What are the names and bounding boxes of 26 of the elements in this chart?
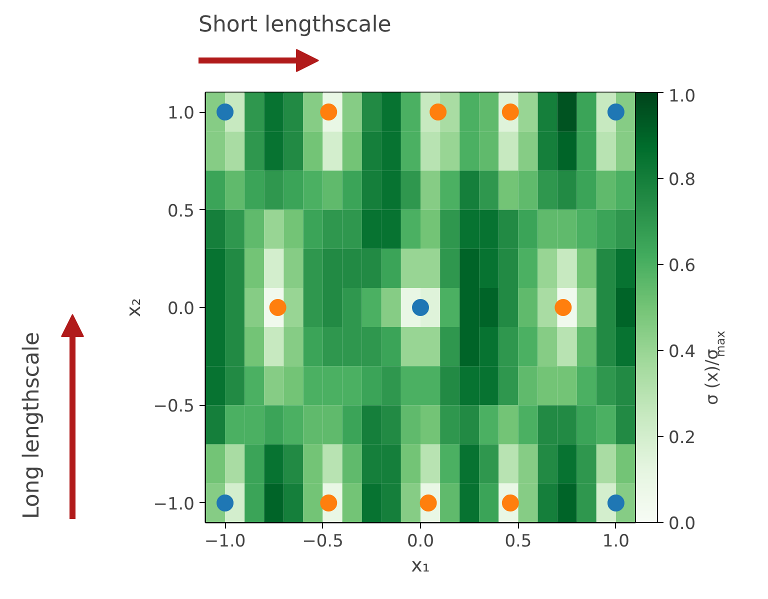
x-tick-label: −1.0 [204, 532, 246, 552]
point [607, 104, 624, 121]
y-tick-label: 0.0 [167, 299, 195, 319]
color-bar-label: 1.0 [668, 86, 696, 106]
point [412, 299, 429, 316]
x-axis-title: x₁ [411, 554, 430, 576]
color-bar-label: 0.0 [668, 514, 696, 534]
text: Long lengthscale [20, 332, 44, 520]
y-axis-title: x₂ [123, 298, 146, 317]
x-tick-label: 0.0 [406, 532, 434, 552]
y-tick-label: 1.0 [167, 104, 195, 124]
color-bar-label: 0.8 [668, 170, 696, 190]
point [216, 104, 234, 121]
color-bar-label: 0.2 [668, 428, 696, 448]
x-tick-label: 0.5 [504, 532, 532, 552]
text: Short lengthscale [198, 12, 392, 38]
point [607, 494, 624, 512]
x-tick-label: 1.0 [602, 532, 630, 552]
color-bar-title: σ (x)/σmax [702, 330, 728, 405]
point [216, 494, 234, 512]
y-tick-label: −1.0 [153, 494, 194, 514]
color-bar-label: 0.6 [668, 256, 696, 276]
y-tick-label: 0.5 [167, 201, 195, 222]
y-tick-label: −0.5 [153, 396, 194, 417]
color-bar-label: 0.4 [668, 342, 696, 362]
x-tick-label: −0.5 [302, 532, 344, 552]
